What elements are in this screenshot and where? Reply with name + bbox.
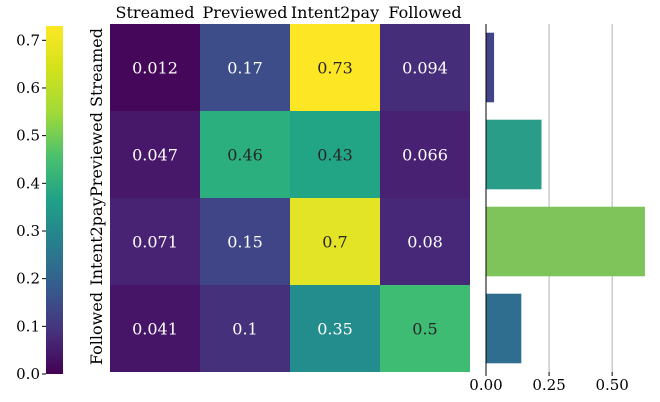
heatmap-cell-label: 0.08 [407, 233, 443, 252]
bar [486, 119, 542, 190]
heatmap-cell [380, 198, 470, 285]
colorbar: 0.0 0.1 0.2 0.3 0.4 0.5 0.6 0.7 [16, 26, 63, 383]
heatmap-cell-label: 0.094 [402, 59, 448, 78]
colorbar-ticks: 0.0 0.1 0.2 0.3 0.4 0.5 0.6 0.7 [16, 31, 46, 383]
heatmap-row-label: Followed [87, 292, 106, 365]
colorbar-gradient [46, 26, 63, 374]
bar-x-tick-label: 0.50 [595, 376, 628, 394]
heatmap-row-label: Streamed [87, 28, 106, 107]
heatmap-cell [290, 285, 380, 372]
heatmap-cell-label: 0.73 [317, 59, 353, 78]
colorbar-tick-label: 0.7 [16, 31, 40, 49]
heatmap-cell-label: 0.5 [412, 320, 437, 339]
heatmap-cell-label: 0.041 [132, 320, 178, 339]
heatmap-cell-label: 0.1 [232, 320, 257, 339]
bar [486, 293, 522, 364]
heatmap-cell [380, 285, 470, 372]
heatmap: 0.012 0.17 0.73 0.094 0.047 0.46 0.43 0.066 0.07… [87, 3, 470, 372]
heatmap-cell-label: 0.7 [322, 233, 347, 252]
colorbar-tick-label: 0.4 [16, 174, 40, 192]
bar-x-tick-label: 0.25 [532, 376, 565, 394]
heatmap-cell [110, 285, 200, 372]
heatmap-cell [110, 198, 200, 285]
heatmap-cell [290, 111, 380, 198]
heatmap-cell-label: 0.047 [132, 146, 178, 165]
colorbar-tick-label: 0.1 [16, 317, 40, 335]
colorbar-tick-label: 0.5 [16, 127, 40, 145]
heatmap-cell [200, 111, 290, 198]
heatmap-cell-label: 0.071 [132, 233, 178, 252]
side-bar-chart: 0.00 0.25 0.50 [469, 24, 650, 394]
bar [486, 206, 645, 277]
heatmap-cell [200, 24, 290, 111]
heatmap-cell-label: 0.15 [227, 233, 263, 252]
colorbar-tick-label: 0.2 [16, 270, 40, 288]
bar [486, 32, 495, 103]
heatmap-cell-label: 0.35 [317, 320, 353, 339]
colorbar-tick-label: 0.0 [16, 365, 40, 383]
heatmap-cell [200, 285, 290, 372]
colorbar-tick-label: 0.3 [16, 222, 40, 240]
heatmap-cell [200, 198, 290, 285]
heatmap-cell [290, 198, 380, 285]
heatmap-cell-label: 0.17 [227, 59, 263, 78]
heatmap-column-label: Followed [388, 3, 461, 22]
heatmap-cell-label: 0.012 [132, 59, 178, 78]
heatmap-cell-label: 0.46 [227, 146, 263, 165]
colorbar-tick-label: 0.6 [16, 79, 40, 97]
heatmap-cell [110, 24, 200, 111]
heatmap-column-label: Streamed [116, 3, 195, 22]
heatmap-row-label: Previewed [87, 112, 106, 197]
heatmap-cell [380, 24, 470, 111]
heatmap-cell [380, 111, 470, 198]
heatmap-row-label: Intent2pay [87, 197, 106, 285]
heatmap-cell [290, 24, 380, 111]
bar-x-tick-label: 0.00 [469, 376, 502, 394]
heatmap-column-label: Intent2pay [291, 3, 379, 22]
heatmap-column-label: Previewed [203, 3, 288, 22]
heatmap-cell [110, 111, 200, 198]
heatmap-cell-label: 0.43 [317, 146, 353, 165]
heatmap-cell-label: 0.066 [402, 146, 448, 165]
